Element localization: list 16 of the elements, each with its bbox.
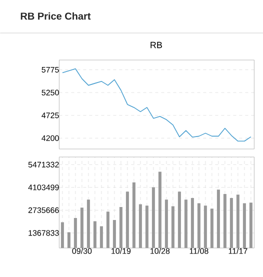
line-series — [62, 68, 252, 142]
chart-title: RB Price Chart — [20, 12, 90, 20]
y-tick-label: 1367833 — [28, 230, 59, 236]
x-tick-label: 10/28 — [150, 248, 170, 254]
y-tick-label: 4200 — [41, 135, 59, 141]
y-tick-label: 4103499 — [28, 184, 59, 190]
y-tick-label: 4725 — [41, 112, 59, 118]
x-tick-label: 11/17 — [228, 248, 248, 254]
x-tick-label: 09/30 — [72, 248, 92, 254]
y-tick-label: 5775 — [42, 66, 59, 73]
x-tick-label: 10/19 — [111, 248, 130, 254]
chart-subtitle: RB — [150, 42, 162, 48]
y-tick-label: 5471332 — [28, 162, 59, 168]
y-tick-label: 5250 — [42, 90, 59, 96]
y-tick-label: 2735666 — [28, 207, 59, 214]
x-tick-label: 11/08 — [190, 248, 208, 254]
